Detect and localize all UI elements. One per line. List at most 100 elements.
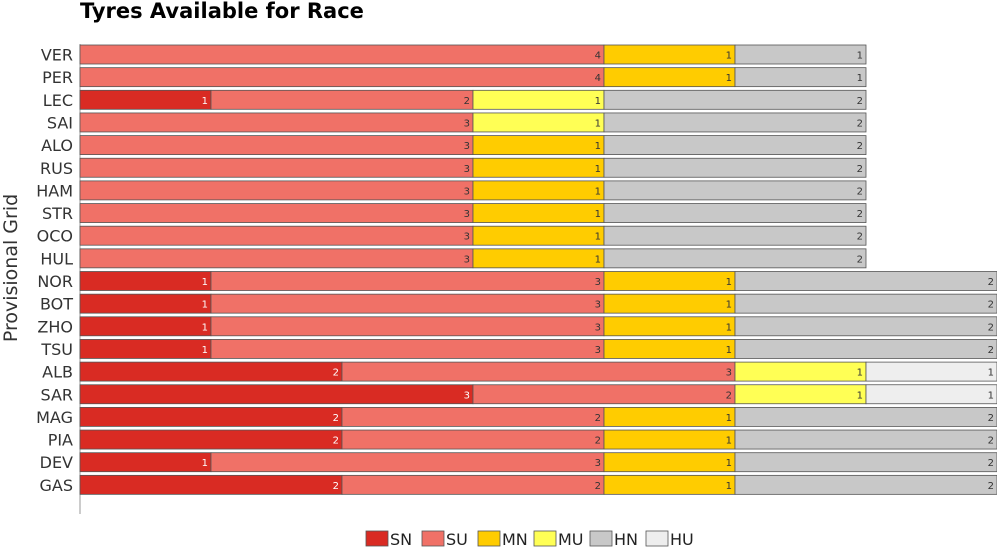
bar-value-label: 1 (857, 368, 863, 379)
bar-value-label: 1 (726, 413, 732, 424)
bar-segment-mu (734, 384, 867, 405)
y-axis-label: Provisional Grid (0, 194, 22, 342)
bar-segment-su (341, 361, 736, 382)
bar-segment-hu (865, 384, 997, 405)
legend-item-mu: MU (533, 530, 584, 547)
bar-value-label: 3 (595, 458, 601, 469)
bar-segment-sn (79, 361, 343, 382)
bar-value-label: 1 (595, 209, 601, 220)
bar-segment-mu (734, 361, 867, 382)
bar-value-label: 3 (726, 368, 732, 379)
bar-segment-su (341, 406, 605, 427)
bar-segment-mn (603, 316, 736, 337)
bar-segment-sn (79, 384, 474, 405)
y-tick-label: DEV (40, 453, 73, 472)
bar-segment-mn (472, 203, 605, 223)
bar-value-label: 1 (202, 458, 208, 469)
bar-value-label: 2 (988, 345, 994, 356)
bar-value-label: 1 (595, 232, 601, 243)
legend: SN SU MN MU HN HU (365, 530, 694, 547)
bar-segment-mn (603, 474, 736, 495)
bar-segment-mn (603, 44, 736, 65)
bar-segment-mn (603, 452, 736, 473)
bar-value-label: 3 (464, 209, 470, 220)
bar-value-label: 2 (857, 118, 863, 129)
bar-segment-hn (603, 225, 867, 246)
bar-value-label: 2 (988, 436, 994, 447)
y-tick-label: GAS (40, 476, 74, 495)
bar-row-bot: BOT 1 3 1 2 (40, 293, 997, 314)
bar-row-rus: RUS 3 1 2 (40, 157, 867, 178)
bar-value-label: 3 (464, 186, 470, 197)
bar-segment-su (79, 225, 474, 246)
bar-value-label: 1 (595, 141, 601, 152)
bar-value-label: 2 (595, 413, 601, 424)
bar-value-label: 1 (202, 277, 208, 288)
bar-value-label: 1 (988, 368, 994, 379)
bar-row-oco: OCO 3 1 2 (37, 225, 867, 246)
y-tick-label: LEC (43, 91, 73, 110)
bar-value-label: 3 (464, 141, 470, 152)
bar-value-label: 2 (988, 322, 994, 333)
bar-value-label: 1 (726, 51, 732, 62)
bar-segment-mn (472, 225, 605, 246)
bar-value-label: 1 (726, 458, 732, 469)
bar-segment-mn (472, 180, 605, 201)
bar-segment-hn (734, 44, 867, 65)
bar-row-nor: NOR 1 3 1 2 (37, 271, 997, 291)
bar-value-label: 2 (988, 481, 994, 492)
bar-segment-su (210, 452, 605, 473)
bar-row-per: PER 4 1 1 (42, 67, 867, 88)
y-tick-label: HAM (36, 181, 73, 200)
bar-segment-mn (603, 67, 736, 88)
bar-segment-hu (865, 361, 997, 382)
bar-segment-mu (472, 89, 605, 110)
bar-row-sar: SAR 3 2 1 1 (40, 384, 997, 405)
bar-value-label: 1 (202, 300, 208, 311)
legend-item-su: SU (421, 530, 468, 547)
bar-segment-hn (734, 452, 997, 473)
legend-swatch (533, 530, 557, 547)
bar-value-label: 3 (595, 322, 601, 333)
y-tick-label: STR (42, 204, 73, 223)
bar-row-alb: ALB 2 3 1 1 (42, 361, 997, 382)
legend-swatch (477, 530, 501, 547)
bar-segment-su (79, 135, 474, 156)
bar-segment-sn (79, 429, 343, 450)
y-tick-label: MAG (36, 408, 73, 427)
bar-value-label: 4 (595, 51, 601, 62)
bar-segment-mn (603, 271, 736, 291)
bar-value-label: 2 (988, 300, 994, 311)
bar-value-label: 1 (595, 164, 601, 175)
bar-value-label: 1 (988, 390, 994, 401)
bar-value-label: 2 (857, 254, 863, 265)
bar-row-zho: ZHO 1 3 1 2 (37, 316, 997, 337)
legend-label: SN (390, 530, 412, 547)
bar-segment-hn (734, 67, 867, 88)
bar-value-label: 3 (595, 345, 601, 356)
bar-segment-mn (603, 406, 736, 427)
bar-segment-mn (472, 157, 605, 178)
bar-row-dev: DEV 1 3 1 2 (40, 452, 997, 473)
legend-swatch (421, 530, 445, 547)
y-tick-label: VER (41, 46, 73, 65)
bar-row-alo: ALO 3 1 2 (41, 135, 867, 156)
bar-segment-sn (79, 452, 212, 473)
bar-row-mag: MAG 2 2 1 2 (36, 406, 997, 427)
y-tick-label: ALB (42, 363, 73, 382)
bar-segment-hn (603, 89, 867, 110)
legend-label: MU (558, 530, 584, 547)
bar-segment-su (79, 67, 605, 88)
bar-segment-su (79, 157, 474, 178)
y-tick-label: HUL (40, 249, 73, 268)
bar-value-label: 3 (464, 254, 470, 265)
bar-segment-su (79, 248, 474, 269)
bar-value-label: 1 (595, 186, 601, 197)
bar-segment-sn (79, 316, 212, 337)
legend-item-hu: HU (645, 530, 694, 547)
bar-row-tsu: TSU 1 3 1 2 (40, 339, 997, 359)
bar-row-gas: GAS 2 2 1 2 (40, 474, 997, 495)
bar-row-pia: PIA 2 2 1 2 (48, 429, 997, 450)
bar-segment-sn (79, 406, 343, 427)
